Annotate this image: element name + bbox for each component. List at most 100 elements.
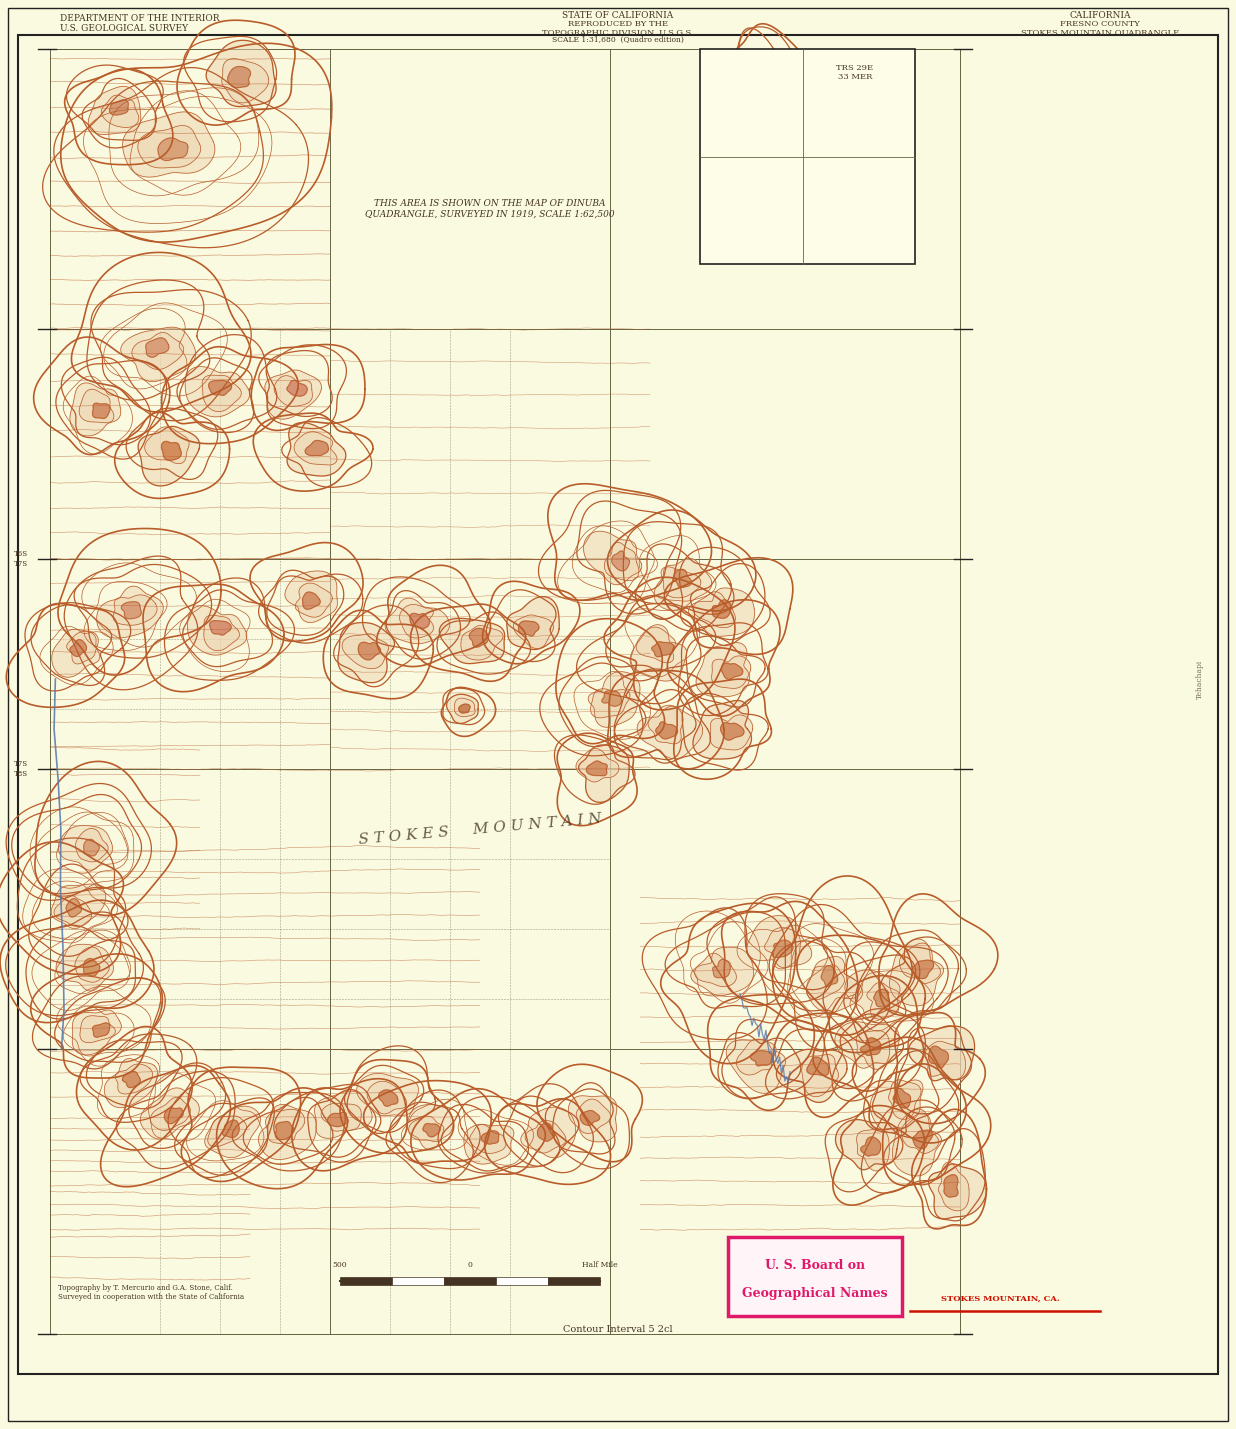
Polygon shape (188, 606, 247, 654)
Polygon shape (691, 947, 754, 996)
Text: Geographical Names: Geographical Names (742, 1286, 887, 1299)
Polygon shape (928, 1046, 948, 1067)
Text: FRESNO COUNTY: FRESNO COUNTY (1060, 20, 1140, 29)
Polygon shape (84, 839, 99, 856)
Polygon shape (857, 1030, 890, 1069)
Polygon shape (637, 627, 675, 663)
Polygon shape (913, 1130, 932, 1149)
Polygon shape (774, 193, 807, 230)
Polygon shape (722, 663, 743, 679)
Polygon shape (538, 1123, 555, 1142)
Polygon shape (227, 67, 251, 87)
Polygon shape (138, 426, 200, 486)
Polygon shape (115, 1065, 152, 1095)
Polygon shape (303, 592, 320, 609)
Polygon shape (276, 1122, 294, 1140)
Polygon shape (693, 700, 751, 759)
Polygon shape (586, 762, 607, 776)
Polygon shape (588, 672, 640, 727)
Polygon shape (470, 629, 488, 647)
Polygon shape (519, 622, 539, 636)
Polygon shape (696, 643, 750, 697)
Polygon shape (121, 602, 141, 619)
Polygon shape (122, 111, 215, 177)
Polygon shape (630, 624, 687, 682)
Bar (444, 1278, 496, 1285)
Polygon shape (507, 597, 560, 650)
Polygon shape (890, 939, 943, 1006)
Polygon shape (727, 1039, 786, 1093)
Bar (340, 1278, 392, 1285)
Polygon shape (209, 380, 231, 396)
Polygon shape (328, 1112, 349, 1126)
Polygon shape (525, 1120, 566, 1153)
Polygon shape (51, 885, 106, 929)
Polygon shape (774, 86, 789, 111)
Polygon shape (870, 1080, 923, 1133)
Polygon shape (52, 629, 100, 677)
Polygon shape (750, 1050, 772, 1066)
Polygon shape (210, 620, 231, 634)
Polygon shape (712, 656, 750, 689)
Polygon shape (367, 1082, 407, 1115)
Polygon shape (860, 1137, 881, 1156)
Polygon shape (101, 96, 138, 127)
Text: DEPARTMENT OF THE INTERIOR: DEPARTMENT OF THE INTERIOR (61, 14, 220, 23)
Text: U. S. Board on: U. S. Board on (765, 1259, 865, 1272)
Polygon shape (164, 1107, 183, 1123)
Polygon shape (481, 1130, 499, 1145)
Polygon shape (693, 592, 735, 627)
Polygon shape (612, 552, 629, 570)
Polygon shape (780, 199, 797, 217)
Polygon shape (96, 586, 163, 639)
Polygon shape (569, 1096, 617, 1142)
Text: STOKES MOUNTAIN QUADRANGLE: STOKES MOUNTAIN QUADRANGLE (1021, 29, 1179, 36)
Polygon shape (121, 327, 195, 382)
Polygon shape (386, 599, 450, 643)
Polygon shape (520, 1107, 576, 1157)
Polygon shape (70, 383, 121, 436)
Polygon shape (110, 100, 129, 114)
Polygon shape (688, 587, 754, 636)
Polygon shape (203, 374, 241, 412)
Polygon shape (901, 1113, 938, 1153)
Polygon shape (274, 376, 313, 406)
Polygon shape (72, 1010, 121, 1055)
Polygon shape (84, 959, 100, 976)
Polygon shape (66, 899, 82, 917)
Polygon shape (79, 389, 114, 423)
Polygon shape (145, 427, 189, 463)
Polygon shape (765, 927, 801, 969)
Polygon shape (75, 947, 109, 982)
Polygon shape (912, 960, 933, 979)
Polygon shape (337, 623, 394, 683)
Polygon shape (132, 333, 184, 370)
Polygon shape (721, 723, 744, 740)
Polygon shape (70, 640, 87, 656)
Polygon shape (446, 694, 478, 723)
Polygon shape (578, 745, 629, 802)
Polygon shape (408, 1105, 452, 1149)
Text: STOKES MOUNTAIN, CA.: STOKES MOUNTAIN, CA. (941, 1295, 1059, 1303)
Polygon shape (399, 604, 434, 637)
Polygon shape (857, 1129, 890, 1170)
Text: STATE OF CALIFORNIA: STATE OF CALIFORNIA (562, 11, 674, 20)
Polygon shape (938, 1162, 969, 1210)
Text: SCALE 1:31,680  (Quadro edition): SCALE 1:31,680 (Quadro edition) (552, 36, 684, 44)
Polygon shape (602, 690, 622, 706)
Polygon shape (661, 567, 701, 597)
Polygon shape (204, 614, 240, 650)
Polygon shape (648, 706, 684, 745)
Polygon shape (802, 1055, 838, 1096)
Polygon shape (286, 572, 337, 623)
Polygon shape (591, 689, 630, 717)
Polygon shape (944, 1175, 958, 1198)
Polygon shape (845, 970, 900, 1022)
Bar (496, 1278, 548, 1285)
Polygon shape (409, 1116, 444, 1142)
Polygon shape (765, 71, 796, 126)
Text: Topography by T. Mercurio and G.A. Stone, Calif.
Surveyed in cooperation with th: Topography by T. Mercurio and G.A. Stone… (58, 1285, 245, 1302)
Text: Contour Interval 5 2cl: Contour Interval 5 2cl (564, 1325, 672, 1333)
Polygon shape (604, 543, 639, 580)
Polygon shape (674, 569, 691, 587)
